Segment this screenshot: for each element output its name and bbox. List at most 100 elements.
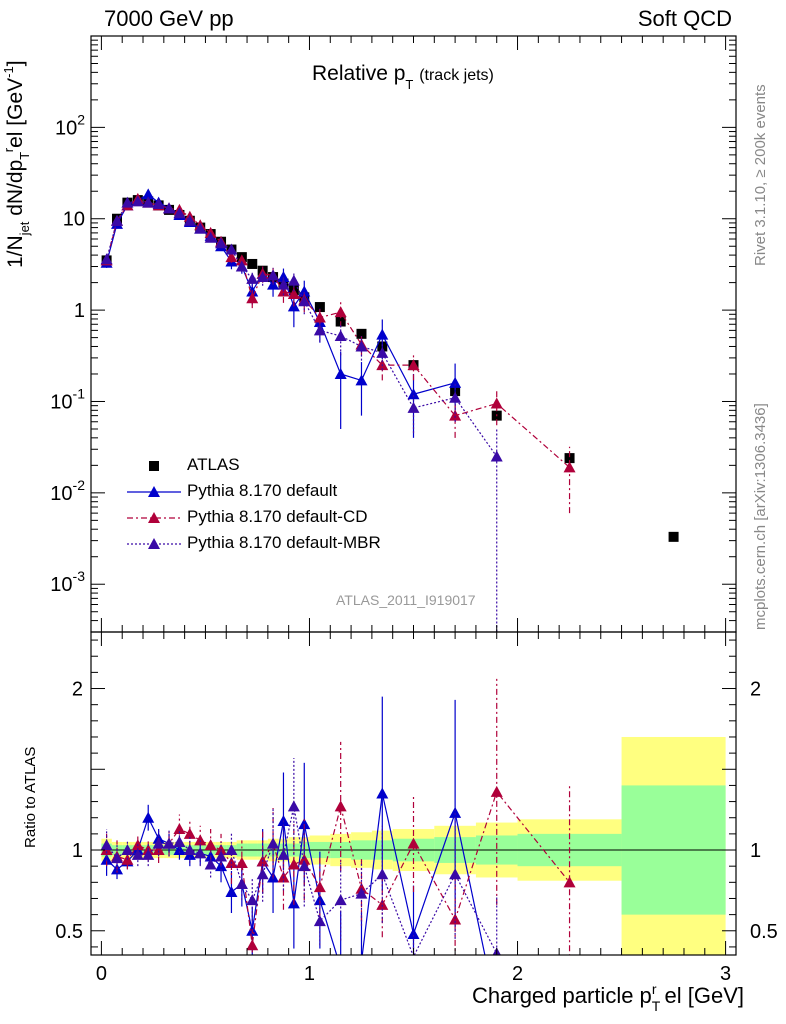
mbr-point [334,330,347,342]
legend-marker-mbr [148,538,160,549]
x-axis-label: Charged particle pTr el [GeV] [472,981,744,1014]
y-tick-base: 10 [50,574,72,596]
mbr-ratio-point [246,894,259,906]
y-tick-exponent: -1 [73,385,86,401]
default-ratio-point [100,853,113,865]
legend-label-default: Pythia 8.170 default [187,481,338,500]
mbr-ratio-point [225,844,238,856]
default-point [449,376,462,388]
cd-point [313,311,326,323]
ratio-y-tick-label-right: 0.5 [750,921,778,943]
y-tick-exponent: -2 [73,477,86,493]
y-tick-label: 10-3 [50,568,85,596]
cd-line [106,198,570,468]
default-point [376,328,389,340]
default-point [298,285,311,297]
xlabel-part: el [GeV] [664,983,744,1008]
chart-title: Relative pT (track jets) [312,62,494,92]
mbr-point [173,207,186,219]
cd-ratio-point [449,913,462,925]
mbr-point [142,196,155,208]
y-tick-label: 10-2 [50,477,85,505]
legend-label-mbr: Pythia 8.170 default-MBR [187,533,381,552]
cd-point [563,461,576,473]
header-right: Soft QCD [637,6,732,31]
cd-ratio-point [313,881,326,893]
legend-marker-atlas [149,461,159,471]
y-tick-base: 10 [50,391,72,413]
default-point [355,374,368,386]
y-tick-exponent: -3 [73,568,86,584]
mbr-point [376,346,389,358]
cd-ratio-line [106,790,571,946]
x-tick-label: 3 [720,963,731,985]
mbr-ratio-point [298,860,311,872]
legend-marker-cd [148,512,160,523]
chart-title-sub: T [405,77,414,92]
cd-ratio-point [287,858,300,870]
cd-ratio-point [563,876,576,888]
cd-ratio-point [152,844,165,856]
x-tick-label: 2 [512,963,523,985]
mbr-ratio-point [163,837,176,849]
cd-point [334,306,347,318]
mbr-point [256,271,269,283]
mbr-point [246,272,259,284]
cd-ratio-point [334,800,347,812]
ratio-y-tick-label: 2 [72,679,83,701]
xlabel-part: r [651,981,657,997]
xlabel-part: Charged particle p [472,983,652,1008]
y-tick-base: 1 [74,300,85,322]
mbr-point [204,231,217,243]
mbr-point [277,278,290,290]
mbr-point [407,401,420,413]
mbr-point [287,274,300,286]
mbr-point [111,214,124,226]
default-point [334,367,347,379]
mbr-line [106,200,498,457]
mbr-ratio-point [277,848,290,860]
y-tick-label: 10 [63,209,85,231]
legend [127,461,181,549]
mbr-ratio-point [142,848,155,860]
mbr-point [313,324,326,336]
mbr-ratio-point [100,839,113,851]
mbr-point [131,195,144,207]
mbr-point [298,295,311,307]
ratio-y-tick-label: 0.5 [55,921,83,943]
cd-ratio-point [376,898,389,910]
mbr-ratio-point [449,868,462,880]
mbr-ratio-point [204,858,217,870]
atlas-point [564,453,575,464]
mbr-point [215,237,228,249]
cd-ratio-point [183,827,196,839]
atlas-point [668,531,679,542]
mbr-ratio-point [235,877,248,889]
mbr-ratio-point [267,837,280,849]
mbr-point [183,214,196,226]
default-ratio-point [298,818,311,830]
cd-ratio-point [246,939,259,951]
cd-point [225,251,238,263]
main-panel [100,188,679,632]
mbr-point [235,260,248,272]
mbr-point [267,269,280,281]
mbr-ratio-point [355,887,368,899]
atlas-point [314,302,325,313]
mbr-point [152,197,165,209]
y-tick-base: 10 [55,117,77,139]
mbr-ratio-point [173,835,186,847]
mbr-point [490,450,503,462]
ratio-y-tick-label: 1 [72,840,83,862]
legend-label-atlas: ATLAS [187,455,240,474]
mbr-point [449,391,462,403]
default-point [142,188,155,200]
x-tick-label: 1 [304,963,315,985]
cd-ratio-point [204,839,217,851]
default-ratio-point [376,787,389,799]
default-ratio-point [142,811,155,823]
mbr-ratio-point [121,844,134,856]
y-tick-base: 10 [50,483,72,505]
mbr-point [163,202,176,214]
